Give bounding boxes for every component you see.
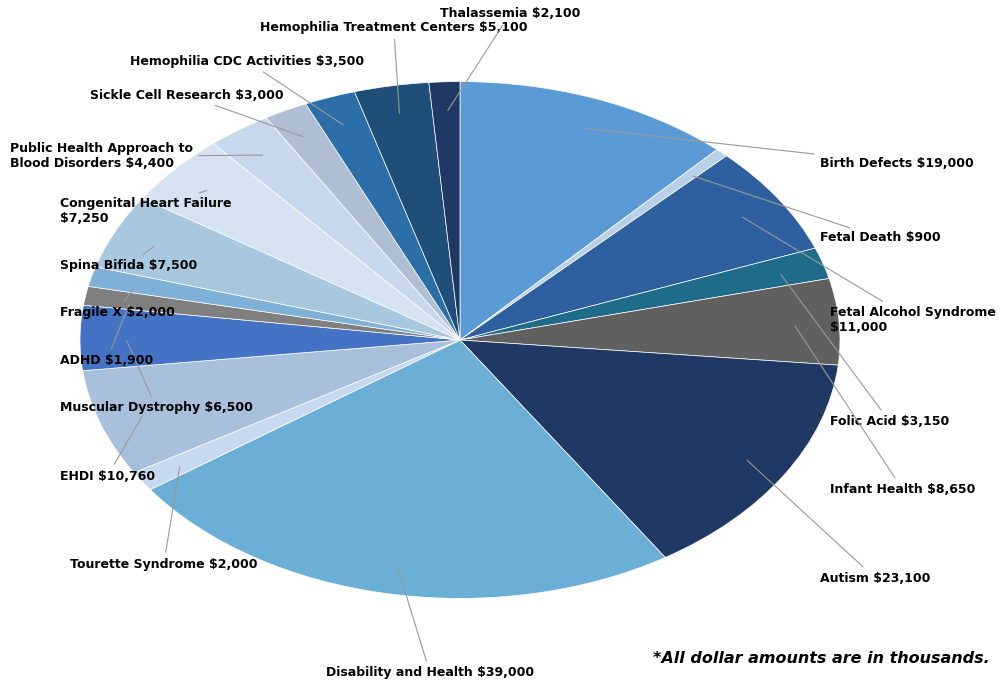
Text: Tourette Syndrome $2,000: Tourette Syndrome $2,000	[70, 467, 258, 571]
Text: Autism $23,100: Autism $23,100	[747, 460, 930, 585]
Text: Birth Defects $19,000: Birth Defects $19,000	[584, 129, 974, 170]
Wedge shape	[460, 248, 829, 340]
Wedge shape	[83, 286, 460, 340]
Text: EHDI $10,760: EHDI $10,760	[60, 416, 155, 483]
Wedge shape	[460, 150, 727, 340]
Text: Hemophilia CDC Activities $3,500: Hemophilia CDC Activities $3,500	[130, 54, 364, 125]
Text: Hemophilia Treatment Centers $5,100: Hemophilia Treatment Centers $5,100	[260, 20, 528, 114]
Text: Muscular Dystrophy $6,500: Muscular Dystrophy $6,500	[60, 341, 253, 415]
Wedge shape	[213, 118, 460, 340]
Wedge shape	[266, 104, 460, 340]
Text: Spina Bifida $7,500: Spina Bifida $7,500	[60, 246, 197, 272]
Wedge shape	[142, 143, 460, 340]
Wedge shape	[355, 82, 460, 340]
Text: Congenital Heart Failure
$7,250: Congenital Heart Failure $7,250	[60, 190, 232, 225]
Text: Folic Acid $3,150: Folic Acid $3,150	[781, 275, 949, 428]
Text: Fragile X $2,000: Fragile X $2,000	[60, 286, 175, 320]
Text: Public Health Approach to
Blood Disorders $4,400: Public Health Approach to Blood Disorder…	[10, 142, 263, 171]
Text: ADHD $1,900: ADHD $1,900	[60, 304, 153, 367]
Wedge shape	[150, 340, 665, 598]
Wedge shape	[429, 82, 460, 340]
Text: *All dollar amounts are in thousands.: *All dollar amounts are in thousands.	[653, 651, 990, 666]
Text: Infant Health $8,650: Infant Health $8,650	[795, 326, 975, 496]
Text: Fetal Death $900: Fetal Death $900	[693, 176, 941, 245]
Wedge shape	[134, 340, 460, 490]
Wedge shape	[460, 82, 717, 340]
Text: Fetal Alcohol Syndrome
$11,000: Fetal Alcohol Syndrome $11,000	[742, 217, 996, 334]
Wedge shape	[306, 92, 460, 340]
Wedge shape	[88, 267, 460, 340]
Text: Sickle Cell Research $3,000: Sickle Cell Research $3,000	[90, 88, 304, 137]
Wedge shape	[460, 340, 838, 558]
Text: Thalassemia $2,100: Thalassemia $2,100	[440, 7, 580, 110]
Wedge shape	[96, 199, 460, 340]
Wedge shape	[83, 340, 460, 473]
Text: Disability and Health $39,000: Disability and Health $39,000	[326, 566, 534, 679]
Wedge shape	[460, 279, 840, 365]
Wedge shape	[460, 156, 815, 340]
Wedge shape	[80, 305, 460, 371]
